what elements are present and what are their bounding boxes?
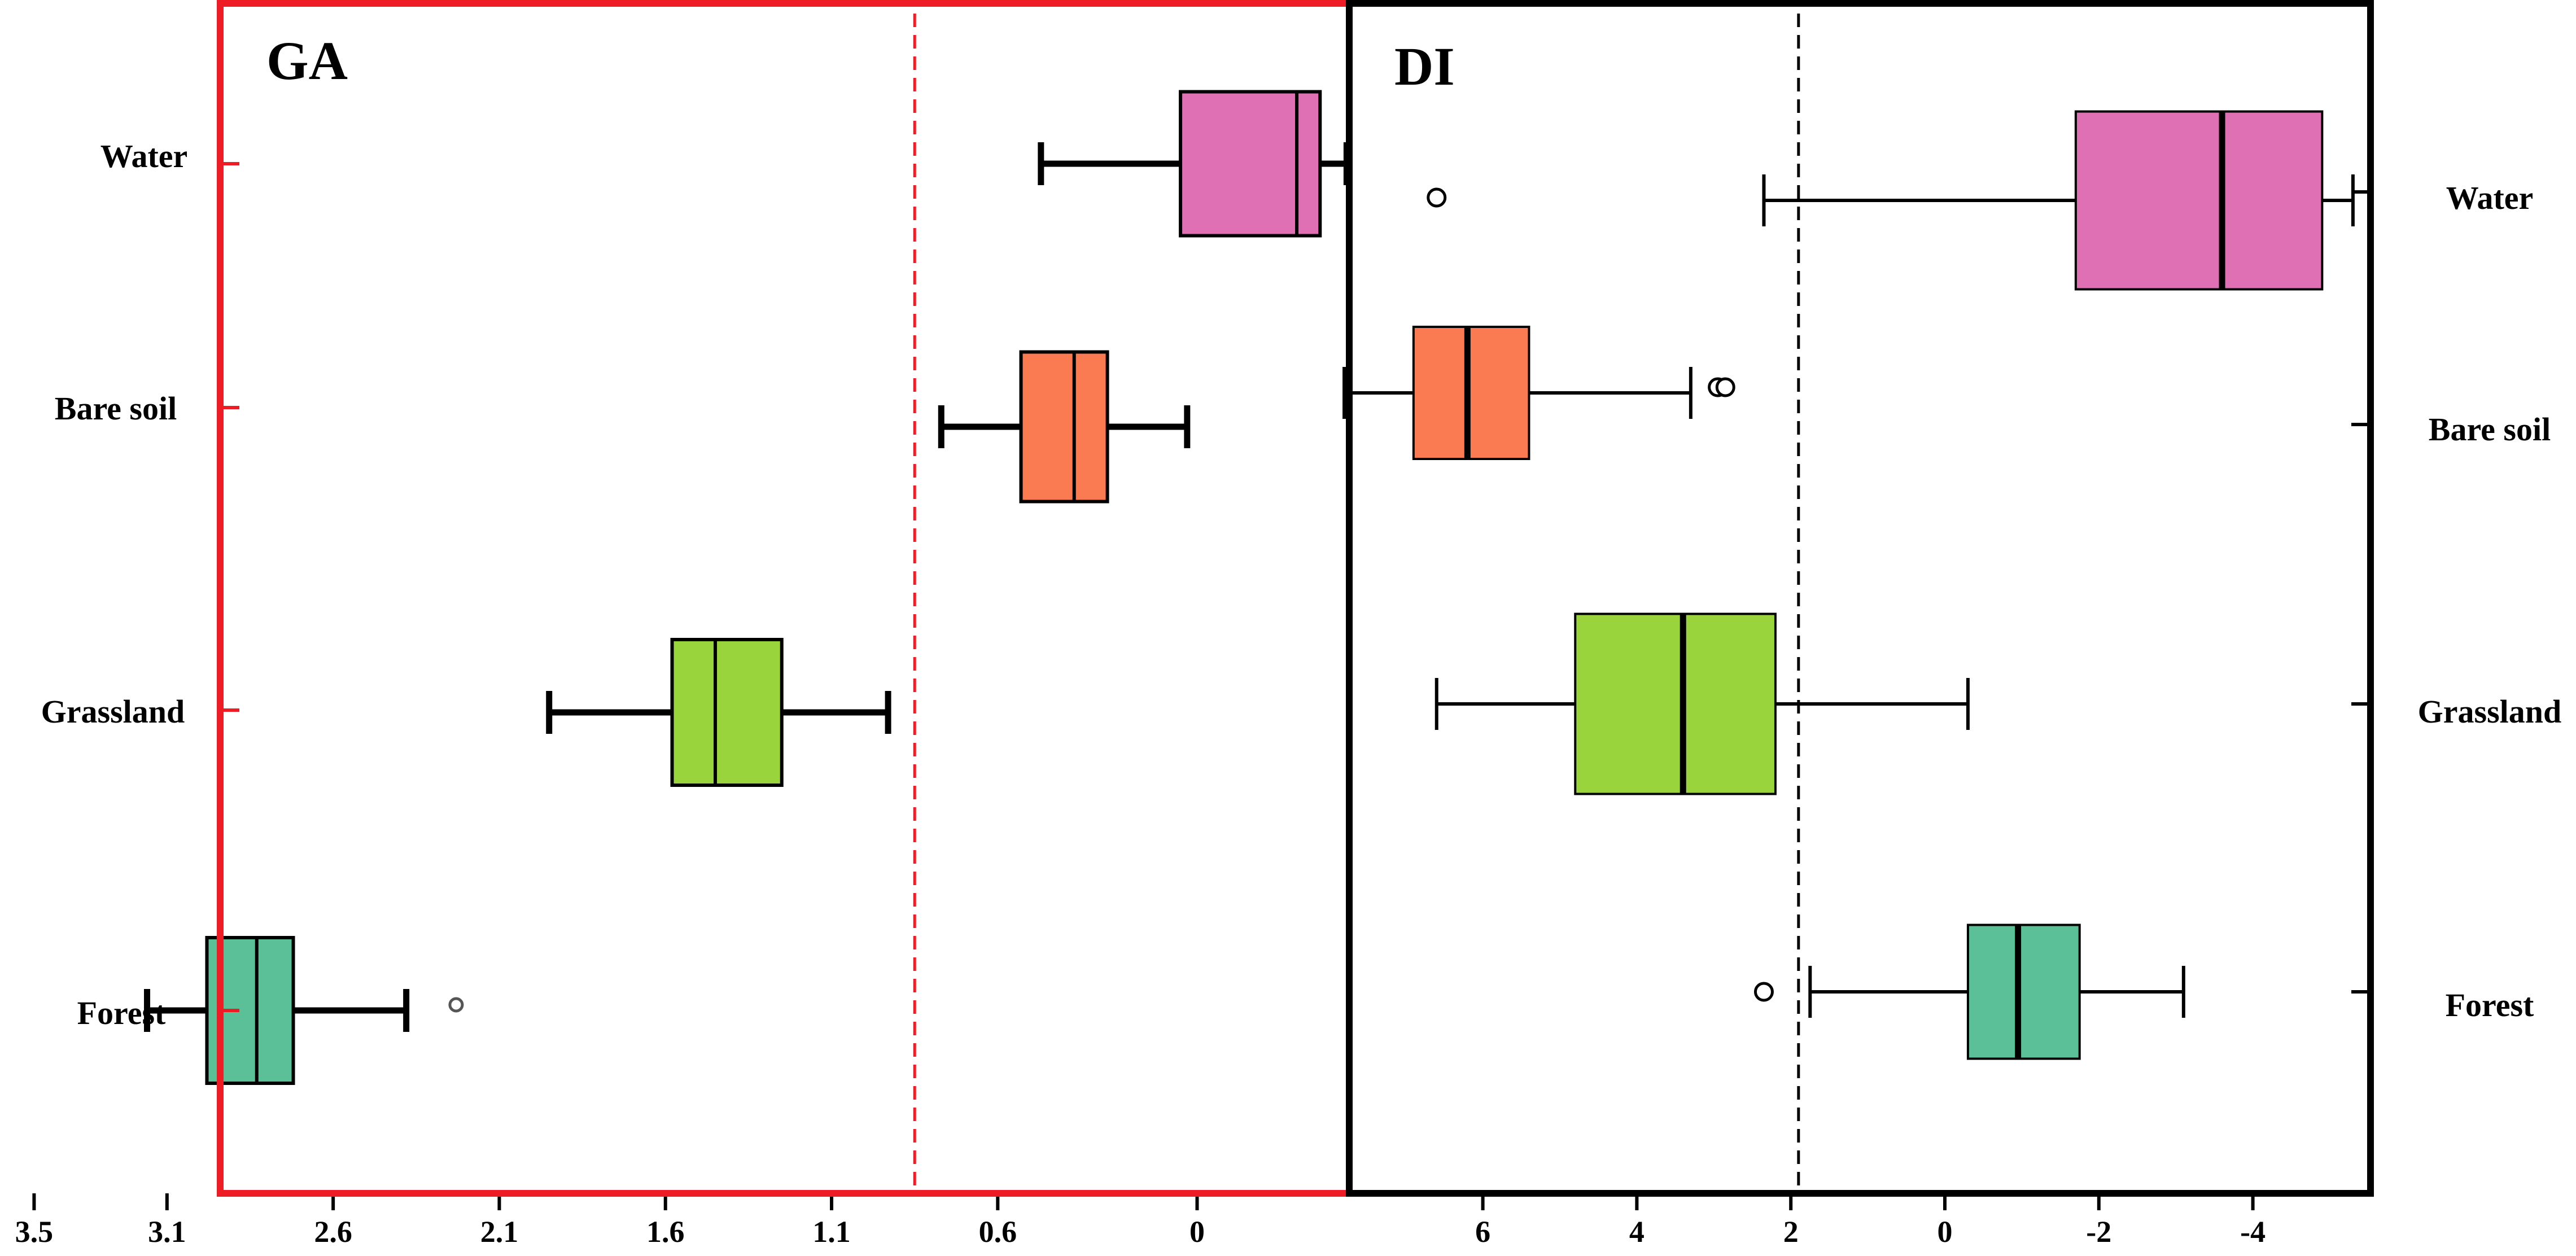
- iqr-box: [1179, 90, 1322, 238]
- ga-box-grassland: [546, 638, 891, 787]
- ga-boxes: [144, 14, 1350, 1190]
- di-x-tick-label: 4: [1629, 1215, 1645, 1249]
- ga-box-bare-soil: [938, 350, 1191, 504]
- outlier-point: [1753, 982, 1774, 1002]
- ga-x-tick-label: 1.6: [646, 1215, 685, 1249]
- ga-x-tick-label: 2.6: [314, 1215, 352, 1249]
- di-boxes: [1342, 14, 2355, 1190]
- di-box-forest: [1753, 924, 2185, 1060]
- ga-x-tick-label: 2.1: [480, 1215, 519, 1249]
- category-label-ga-water: Water: [100, 138, 188, 174]
- di-x-tick-label: -4: [2240, 1215, 2266, 1249]
- di-x-tick-label: -2: [2086, 1215, 2111, 1249]
- ga-x-tick-label: 0: [1189, 1215, 1205, 1249]
- di-x-tick-label: 2: [1783, 1215, 1799, 1249]
- iqr-box: [670, 638, 784, 787]
- di-box-water: [1427, 110, 2355, 291]
- outlier-point: [1715, 377, 1735, 397]
- outlier-point: [448, 997, 464, 1013]
- iqr-box: [1019, 350, 1109, 504]
- category-label-ga-grassland: Grassland: [41, 693, 185, 730]
- category-label-ga-bare-soil: Bare soil: [55, 390, 177, 427]
- category-label-di-bare-soil: Bare soil: [2429, 411, 2551, 448]
- di-box-grassland: [1434, 612, 1970, 795]
- panel-frame-di: [1346, 0, 2374, 1197]
- ga-box-water: [1038, 90, 1350, 238]
- category-label-di-water: Water: [2446, 180, 2534, 216]
- category-label-di-forest: Forest: [2446, 987, 2534, 1023]
- outlier-point: [1427, 187, 1447, 208]
- di-x-tick-label: 0: [1938, 1215, 1953, 1249]
- iqr-box: [1574, 612, 1777, 795]
- di-x-tick-label: 6: [1475, 1215, 1490, 1249]
- category-label-di-grassland: Grassland: [2418, 693, 2562, 730]
- ga-x-tick-label: 3.5: [15, 1215, 54, 1249]
- iqr-box: [2074, 110, 2324, 291]
- ga-x-tick-label: 1.1: [812, 1215, 851, 1249]
- panel-title-di: DI: [1394, 36, 1455, 97]
- ga-x-tick-label: 3.1: [148, 1215, 186, 1249]
- iqr-box: [1966, 924, 2081, 1060]
- di-box-bare-soil: [1342, 326, 1735, 460]
- panel-title-ga: GA: [266, 30, 348, 91]
- ga-x-tick-label: 0.6: [979, 1215, 1017, 1249]
- panel-di: DI Water Bare soil Grassland Forest 6 4 2 0…: [1342, 0, 2562, 1249]
- iqr-box: [1412, 326, 1530, 460]
